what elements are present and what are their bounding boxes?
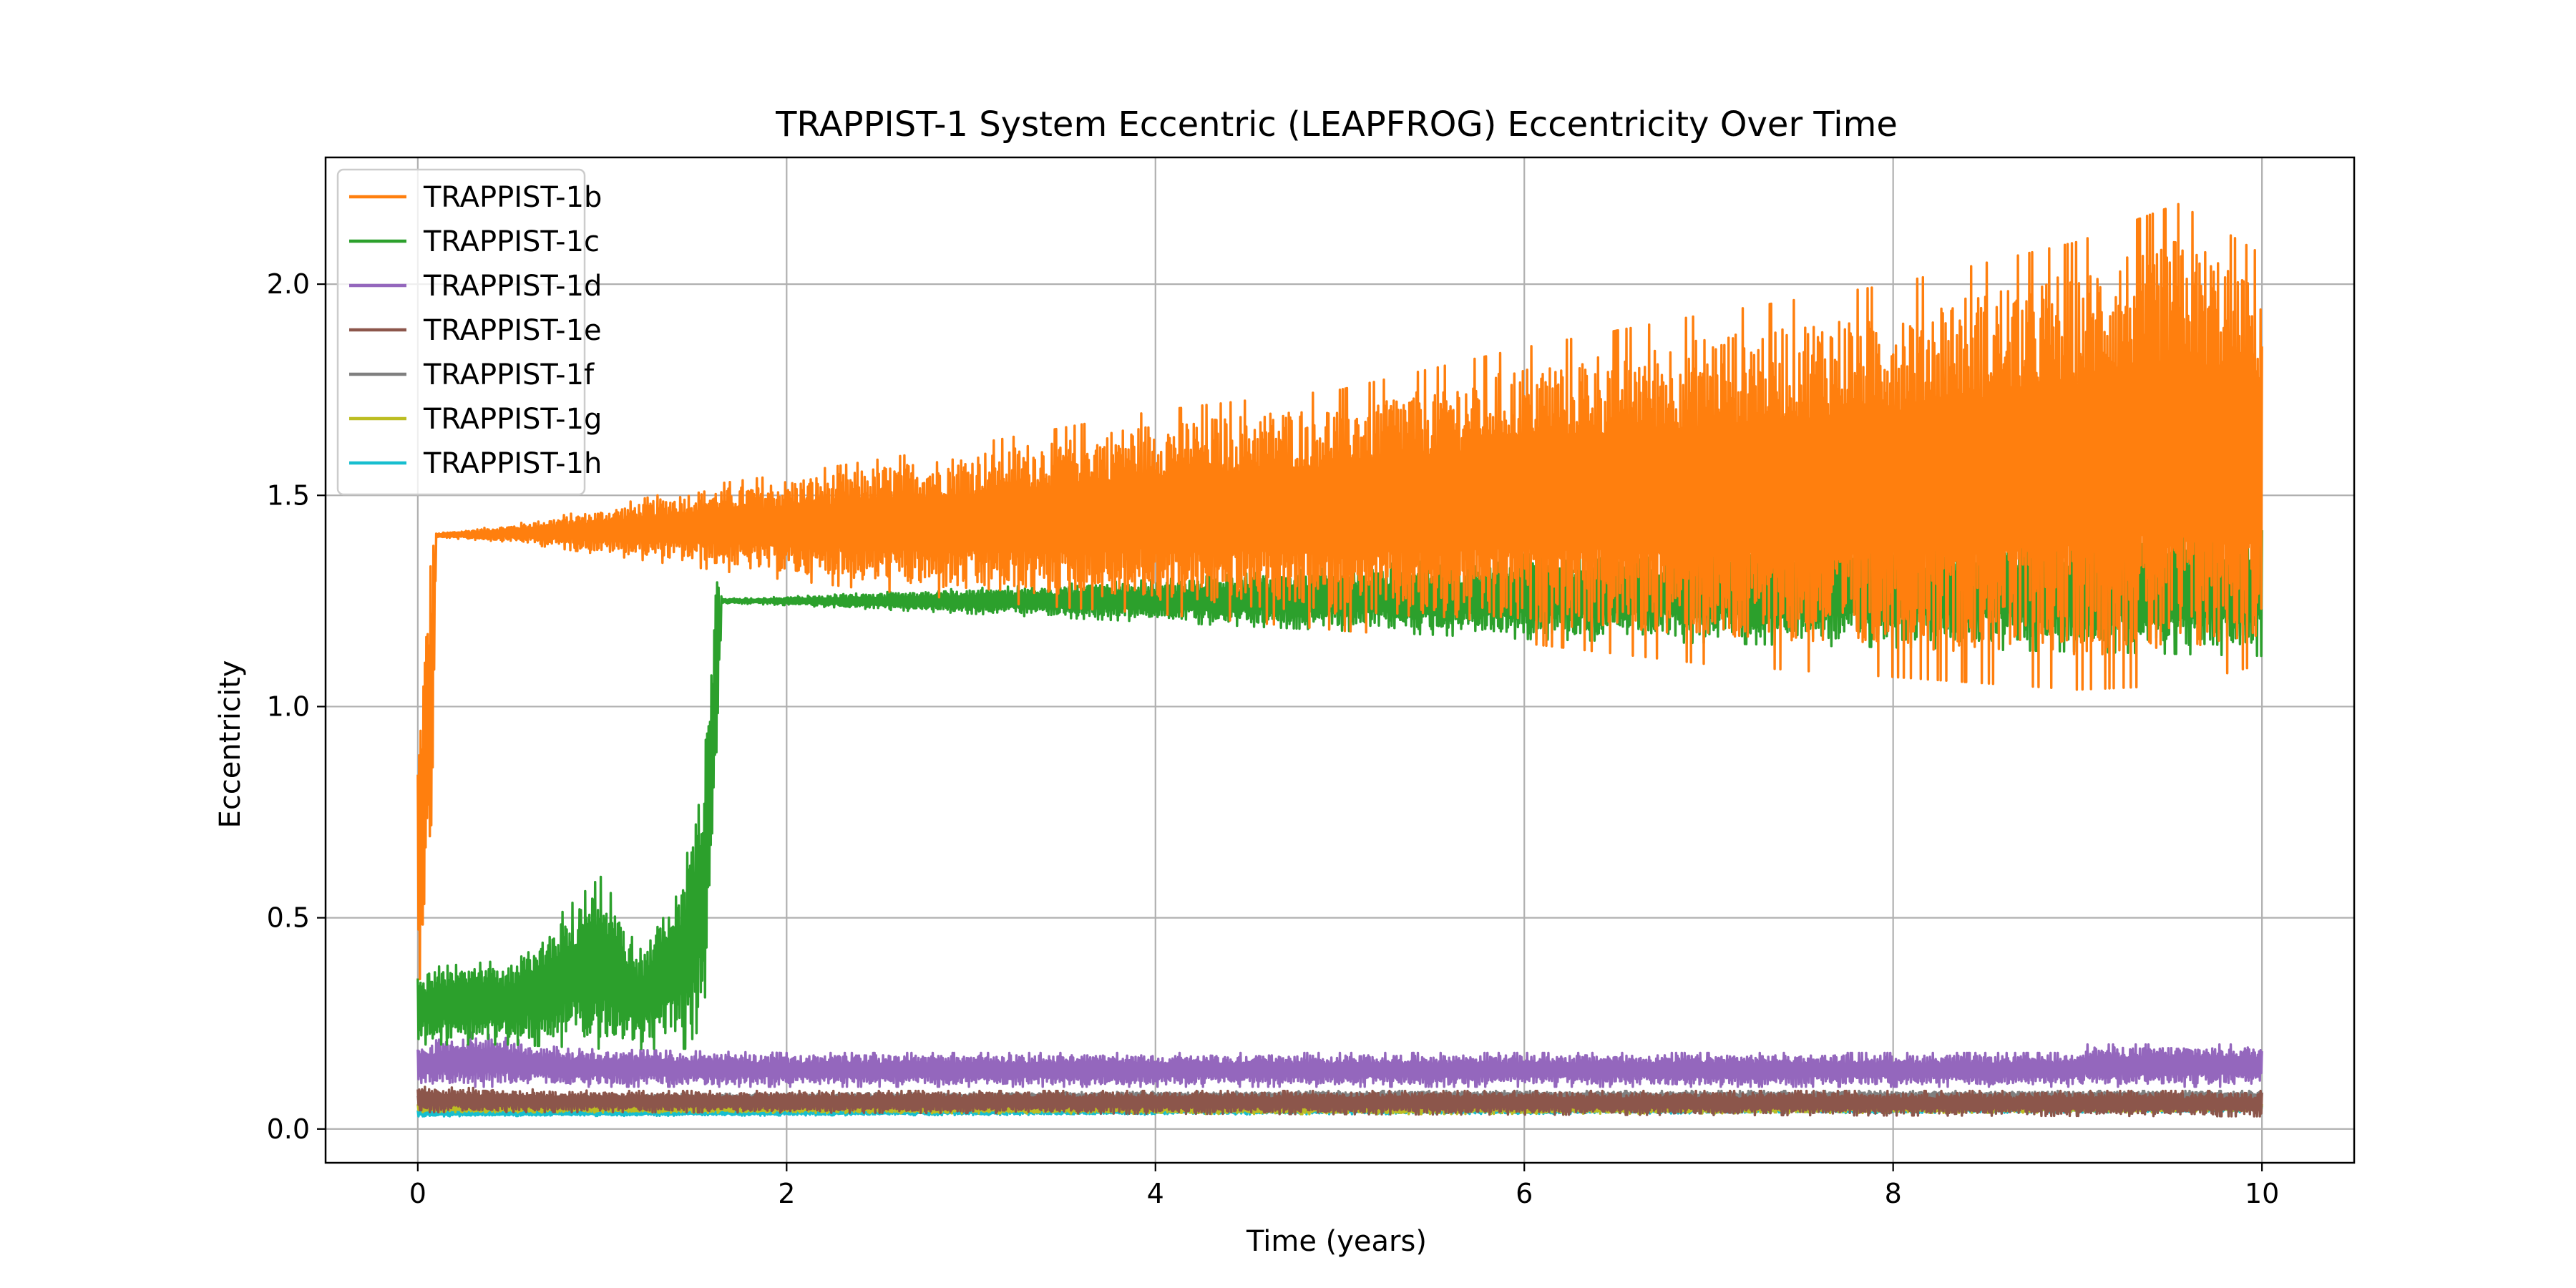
legend-label: TRAPPIST-1g (423, 403, 602, 436)
y-tick-label: 2.0 (267, 268, 310, 300)
legend-label: TRAPPIST-1c (423, 225, 600, 258)
plot-frame (324, 156, 2356, 1164)
x-tick-label: 4 (1147, 1178, 1164, 1209)
x-tick-label: 2 (778, 1178, 795, 1209)
y-tick-label: 0.0 (267, 1113, 310, 1145)
legend-label: TRAPPIST-1b (423, 181, 602, 214)
x-axis: 0 2 4 6 8 10 (409, 1163, 2279, 1209)
legend-label: TRAPPIST-1h (423, 447, 602, 480)
legend-label: TRAPPIST-1d (423, 270, 602, 303)
y-tick-label: 1.0 (267, 691, 310, 722)
x-tick-label: 0 (409, 1178, 426, 1209)
legend-box (336, 168, 586, 496)
x-tick-label: 6 (1516, 1178, 1533, 1209)
legend-label: TRAPPIST-1f (423, 358, 595, 391)
legend: TRAPPIST-1b TRAPPIST-1c TRAPPIST-1d TRAPPIS… (336, 168, 602, 496)
series-line-trappist-1d (416, 1031, 2263, 1088)
x-tick-label: 10 (2245, 1178, 2279, 1209)
x-axis-label: Time (years) (1246, 1225, 1427, 1258)
series-line-trappist-1b (416, 203, 2263, 980)
plot-area (416, 203, 2263, 1118)
legend-label: TRAPPIST-1e (423, 314, 602, 347)
y-axis-label: Eccentricity (214, 660, 247, 829)
y-tick-label: 1.5 (267, 479, 310, 511)
chart-title: TRAPPIST-1 System Eccentric (LEAPFROG) E… (775, 104, 1898, 145)
series-lines (416, 203, 2263, 1118)
x-tick-label: 8 (1885, 1178, 1902, 1209)
series-line-trappist-1e (416, 1085, 2263, 1118)
y-tick-label: 0.5 (267, 902, 310, 934)
y-axis: 0.0 0.5 1.0 1.5 2.0 (267, 268, 326, 1145)
